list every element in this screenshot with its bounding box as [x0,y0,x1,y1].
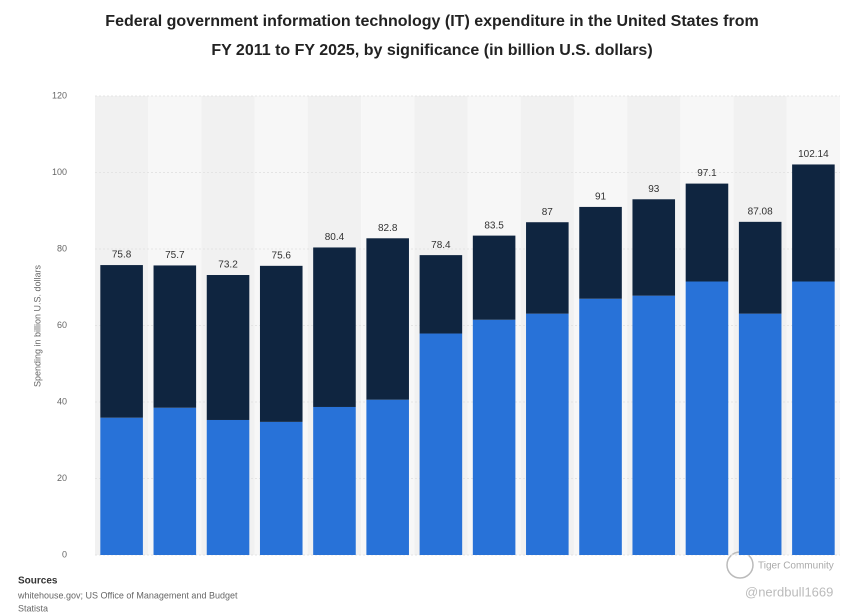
bar-segment [206,275,250,420]
bar-segment [632,295,676,555]
bar-segment [685,183,729,282]
bar-segment [472,319,516,555]
bar-segment [366,399,409,555]
total-label: 97.1 [697,168,717,179]
y-tick-label: 60 [57,320,67,330]
chart-title: Federal government information technolog… [105,13,758,30]
total-label: 82.8 [378,223,398,234]
total-label: 93 [648,184,660,195]
bar-segment [419,255,463,334]
total-label: 73.2 [218,260,238,271]
total-label: 87.08 [748,206,773,217]
y-tick-label: 80 [57,243,67,253]
total-label: 102.14 [798,149,829,160]
bar-segment [738,313,782,555]
bar-segment [526,313,569,555]
bar-segment [366,238,409,400]
source-text: whitehouse.gov; US Office of Management … [17,590,238,600]
bar-segment [792,164,835,282]
bar-segment [313,406,356,555]
bar-segment [685,281,729,555]
total-label: 75.7 [165,250,185,261]
total-label: 75.8 [112,250,132,261]
chart-title: FY 2011 to FY 2025, by significance (in … [211,42,652,59]
total-label: 75.6 [272,250,292,261]
bar-segment [153,407,197,555]
bar-segment [526,222,569,314]
source-site: Statista [18,603,48,613]
bar-segment [259,265,303,422]
bar-segment [632,199,676,296]
bar-segment [313,247,356,407]
watermark-user: @nerdbull1669 [745,584,833,599]
bar-segment [579,206,622,299]
watermark-logo [726,551,754,579]
bar-segment [206,419,250,555]
bar-segment [100,265,143,418]
bar-segment [153,265,197,408]
source-heading: Sources [18,576,58,587]
bar-segment [738,221,782,314]
y-tick-label: 120 [52,90,67,100]
y-tick-label: 20 [57,473,67,483]
total-label: 87 [542,207,554,218]
y-tick-label: 100 [52,167,67,177]
bar-segment [579,298,622,555]
y-tick-label: 0 [62,549,67,559]
bar-segment [100,417,143,555]
watermark-brand: Tiger Community [758,561,834,572]
y-tick-label: 40 [57,396,67,406]
total-label: 80.4 [325,232,345,243]
bar-segment [472,235,516,320]
bar-segment [792,281,835,555]
bar-segment [259,421,303,555]
total-label: 91 [595,192,607,203]
y-axis-label: Spending in billion U.S. dollars [32,264,42,387]
total-label: 78.4 [431,240,451,251]
total-label: 83.5 [484,220,504,231]
bar-segment [419,333,463,555]
